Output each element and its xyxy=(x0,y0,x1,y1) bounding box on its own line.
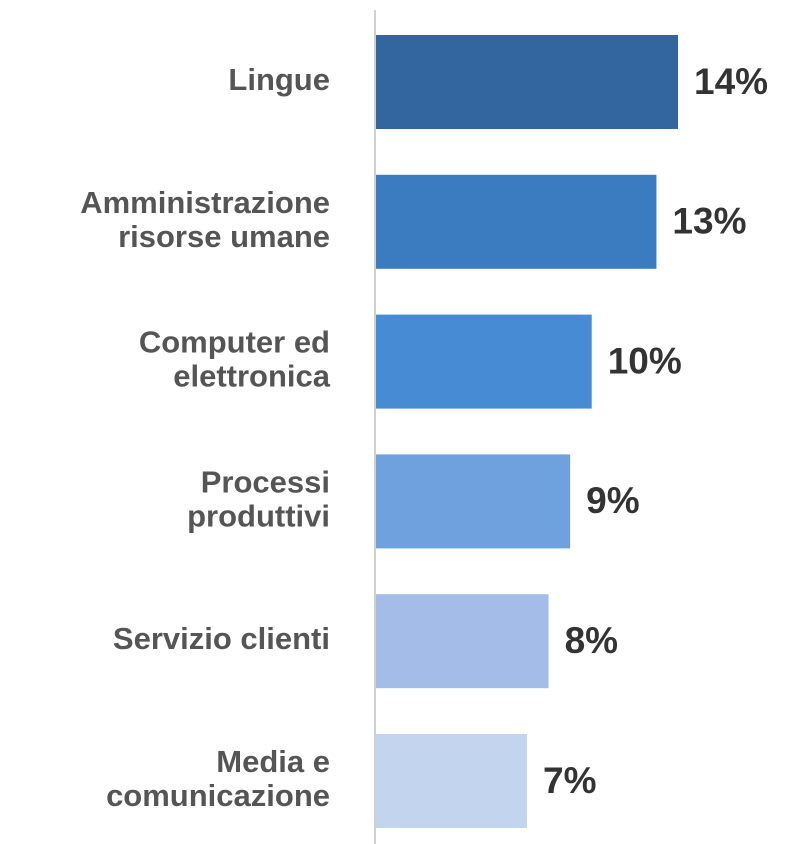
bar xyxy=(376,454,571,549)
value-label: 8% xyxy=(565,620,618,661)
value-label: 13% xyxy=(672,201,746,242)
category-label: Amministrazione risorse umane xyxy=(80,185,330,254)
value-label: 9% xyxy=(586,480,639,521)
value-label: 7% xyxy=(543,760,596,801)
category-label: Media e comunicazione xyxy=(106,744,330,813)
category-label: Processi produttivi xyxy=(187,465,330,534)
value-label: 14% xyxy=(694,61,768,102)
category-label: Servizio clienti xyxy=(113,621,330,656)
bar xyxy=(376,35,678,129)
category-label: Computer ed elettronica xyxy=(139,325,331,394)
bar xyxy=(376,594,549,689)
bar xyxy=(376,314,592,409)
bar xyxy=(376,174,657,269)
value-label: 10% xyxy=(608,340,682,381)
category-label: Lingue xyxy=(228,62,330,97)
bar xyxy=(376,734,527,828)
